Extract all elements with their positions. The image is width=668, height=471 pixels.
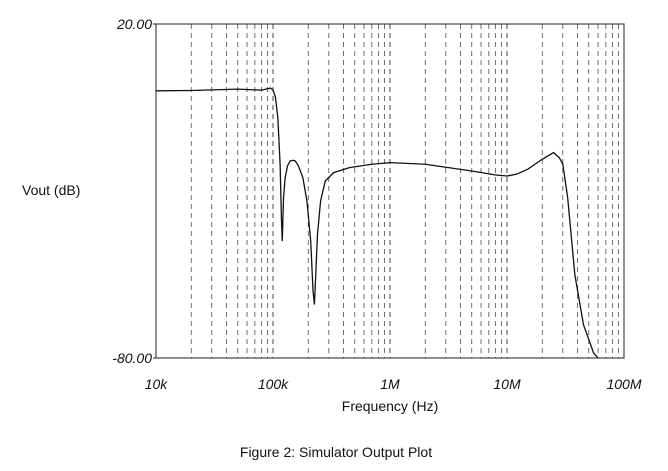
x-tick-label: 10k xyxy=(145,376,169,392)
y-tick-layer: 20.00 -80.00 xyxy=(112,16,156,366)
y-axis-label: Vout (dB) xyxy=(22,182,80,198)
x-tick-layer: 10k 100k 1M 10M 100M xyxy=(145,376,642,392)
x-tick-label: 100k xyxy=(258,376,289,392)
grid-layer xyxy=(190,24,619,358)
vout-series-line xyxy=(155,87,599,359)
x-tick-label: 10M xyxy=(493,376,521,392)
plot-frame xyxy=(155,23,625,359)
y-tick-label: 20.00 xyxy=(116,16,152,32)
figure-caption: Figure 2: Simulator Output Plot xyxy=(240,444,432,460)
y-tick-label: -80.00 xyxy=(112,350,152,366)
x-axis-label: Frequency (Hz) xyxy=(342,398,438,414)
x-tick-label: 1M xyxy=(380,376,400,392)
x-tick-label: 100M xyxy=(606,376,641,392)
